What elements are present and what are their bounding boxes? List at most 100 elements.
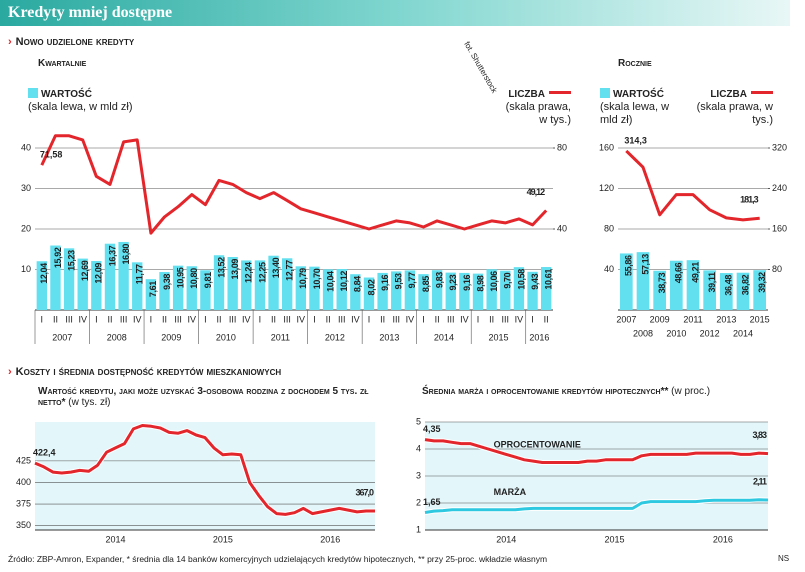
bar bbox=[620, 253, 633, 310]
y2-tick-label: 40 bbox=[557, 223, 567, 233]
line bbox=[625, 149, 760, 222]
y-tick-label: 20 bbox=[21, 223, 31, 233]
year-label: 2012 bbox=[325, 332, 345, 342]
year-label: 2013 bbox=[379, 332, 399, 342]
x-tick-label: III bbox=[174, 314, 182, 324]
bar-value-label: 9,16 bbox=[462, 275, 472, 291]
y-tick-label: 4 bbox=[416, 443, 421, 453]
bar-value-label: 10,70 bbox=[312, 268, 322, 289]
bar bbox=[77, 258, 88, 310]
x-tick-label: I bbox=[150, 314, 153, 324]
x-tick-label: III bbox=[502, 314, 510, 324]
bar-value-label: 16,80 bbox=[121, 244, 131, 265]
bar bbox=[213, 255, 225, 310]
bar bbox=[653, 270, 666, 310]
section-title: Koszty i średnia dostępność kredytów mie… bbox=[8, 366, 281, 378]
x-tick-label: II bbox=[544, 314, 549, 324]
bar-value-label: 13,09 bbox=[230, 259, 240, 280]
y-tick-label: 1 bbox=[416, 524, 421, 534]
bar bbox=[63, 248, 75, 310]
line bbox=[424, 438, 769, 464]
bar-value-label: 10,12 bbox=[339, 271, 349, 292]
bar bbox=[391, 271, 402, 310]
bar-value-label: 39,11 bbox=[707, 272, 717, 292]
year-label: 2015 bbox=[488, 332, 508, 342]
x-tick-label: 2013 bbox=[716, 314, 736, 324]
bar bbox=[200, 270, 211, 310]
bar-value-label: 49,21 bbox=[690, 262, 700, 283]
chart-title: Rocznie bbox=[618, 58, 652, 69]
legend: LICZBA (skala prawa, w tys.) bbox=[496, 88, 571, 127]
y-tick-label: 350 bbox=[16, 520, 31, 530]
start-value-label: 422,4 bbox=[33, 448, 56, 458]
bar bbox=[736, 272, 750, 310]
bar-value-label: 11,77 bbox=[135, 264, 145, 284]
end-value-label: 2,11 bbox=[753, 476, 767, 486]
x-tick-label: III bbox=[229, 314, 237, 324]
x-tick-label: IV bbox=[242, 314, 251, 324]
bar bbox=[445, 272, 456, 310]
x-tick-label: IV bbox=[460, 314, 469, 324]
bar-value-label: 38,73 bbox=[657, 272, 667, 293]
bar-value-label: 9,38 bbox=[162, 274, 172, 290]
bar-value-label: 9,43 bbox=[530, 273, 540, 289]
x-tick-label: IV bbox=[133, 314, 142, 324]
bar-value-label: 36,82 bbox=[740, 274, 750, 295]
bar bbox=[459, 272, 470, 310]
bar bbox=[145, 279, 157, 310]
x-tick-label: 2010 bbox=[666, 328, 686, 338]
x-tick-label: 2015 bbox=[605, 534, 625, 544]
bar-value-label: 12,09 bbox=[94, 263, 104, 284]
y-tick-label: 80 bbox=[604, 223, 614, 233]
bar-value-label: 16,37 bbox=[107, 245, 117, 266]
x-tick-label: I bbox=[313, 314, 316, 324]
x-tick-label: III bbox=[338, 314, 346, 324]
bar bbox=[132, 262, 143, 310]
bar bbox=[418, 274, 429, 310]
x-tick-label: 2016 bbox=[320, 534, 340, 544]
bar bbox=[670, 260, 683, 310]
legend-label: LICZBA bbox=[710, 89, 747, 100]
x-tick-label: II bbox=[435, 314, 440, 324]
legend-swatch bbox=[600, 88, 610, 98]
y-tick-label: 40 bbox=[604, 264, 614, 274]
bar bbox=[541, 267, 552, 310]
bar-value-label: 57,13 bbox=[640, 254, 650, 275]
bar bbox=[363, 277, 375, 310]
y2-tick-label: 160 bbox=[772, 223, 787, 233]
x-tick-label: I bbox=[41, 314, 44, 324]
bar bbox=[500, 270, 511, 310]
y2-tick-label: 80 bbox=[772, 264, 782, 274]
x-tick-label: II bbox=[380, 314, 385, 324]
x-tick-label: 2011 bbox=[683, 314, 702, 324]
start-value-label: 71,58 bbox=[40, 149, 63, 159]
bar-value-label: 48,66 bbox=[674, 262, 684, 283]
x-tick-label: I bbox=[204, 314, 207, 324]
bar bbox=[282, 258, 293, 310]
x-tick-label: II bbox=[217, 314, 222, 324]
x-tick-label: 2008 bbox=[633, 328, 653, 338]
bar-value-label: 9,70 bbox=[503, 272, 513, 288]
y2-tick-label: 240 bbox=[772, 183, 787, 193]
bar-value-label: 10,04 bbox=[325, 271, 335, 292]
end-value-label: 49,12 bbox=[527, 187, 546, 197]
chart-subtitle: (w proc.) bbox=[671, 386, 711, 397]
section-title: Nowo udzielone kredyty bbox=[8, 36, 135, 48]
year-label: 2010 bbox=[216, 332, 236, 342]
source: Źródło: ZBP-Amron, Expander, * średnia d… bbox=[8, 554, 548, 564]
bar bbox=[241, 260, 252, 310]
bar-value-label: 10,58 bbox=[516, 269, 526, 290]
bar-value-label: 8,02 bbox=[366, 279, 376, 295]
x-tick-label: 2015 bbox=[213, 534, 233, 544]
x-tick-label: I bbox=[477, 314, 480, 324]
bar-value-label: 7,61 bbox=[148, 281, 158, 297]
bar-value-label: 8,84 bbox=[353, 276, 363, 292]
x-tick-label: I bbox=[95, 314, 98, 324]
x-tick-label: 2014 bbox=[496, 534, 516, 544]
legend-note: (skala prawa, w tys.) bbox=[505, 101, 571, 126]
bar-value-label: 9,16 bbox=[380, 275, 390, 291]
legend-note: (skala prawa, w tys.) bbox=[696, 101, 773, 126]
bar-value-label: 12,04 bbox=[39, 263, 49, 284]
y-tick-label: 10 bbox=[21, 264, 31, 274]
x-tick-label: I bbox=[422, 314, 425, 324]
